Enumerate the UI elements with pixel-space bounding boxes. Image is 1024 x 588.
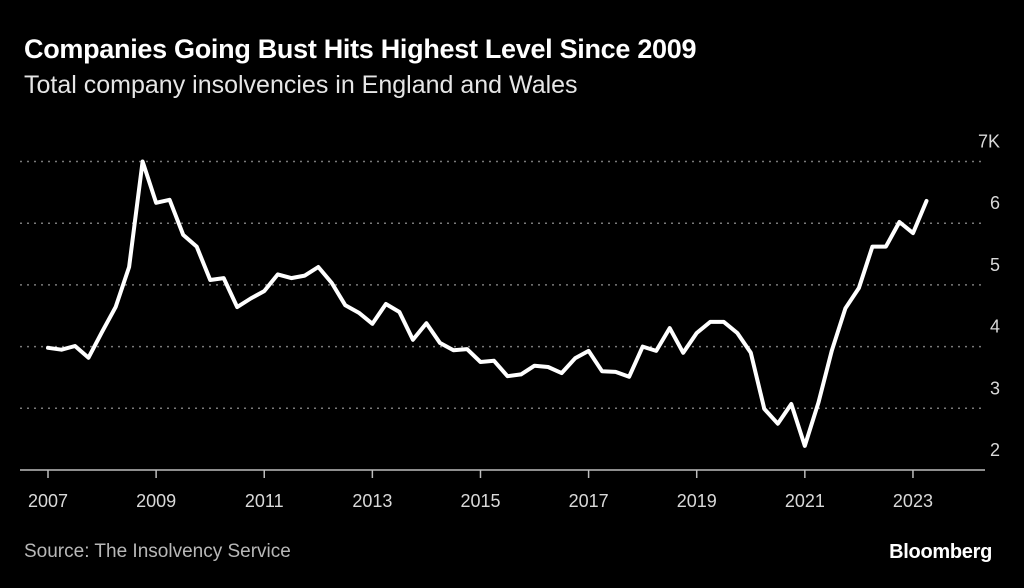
chart-subtitle: Total company insolvencies in England an… [24, 71, 578, 99]
x-tick-label: 2009 [136, 491, 176, 511]
x-tick-label: 2023 [893, 491, 933, 511]
x-tick-label: 2019 [677, 491, 717, 511]
series-line-insolvencies [46, 159, 929, 448]
x-tick-label: 2017 [569, 491, 609, 511]
y-tick-label: 4 [990, 317, 1000, 337]
x-tick-label: 2015 [460, 491, 500, 511]
x-tick-label: 2011 [245, 491, 284, 511]
x-tick-label: 2021 [785, 491, 825, 511]
chart-title: Companies Going Bust Hits Highest Level … [24, 34, 697, 64]
y-tick-label: 5 [990, 255, 1000, 275]
y-tick-label: 6 [990, 193, 1000, 213]
x-tick-label: 2013 [352, 491, 392, 511]
y-tick-label: 2 [990, 440, 1000, 460]
y-tick-label: 7K [978, 132, 1000, 152]
x-tick-label: 2007 [28, 491, 68, 511]
y-tick-label: 3 [990, 378, 1000, 398]
bloomberg-logo: Bloomberg [889, 541, 992, 563]
source-note: Source: The Insolvency Service [24, 541, 291, 562]
